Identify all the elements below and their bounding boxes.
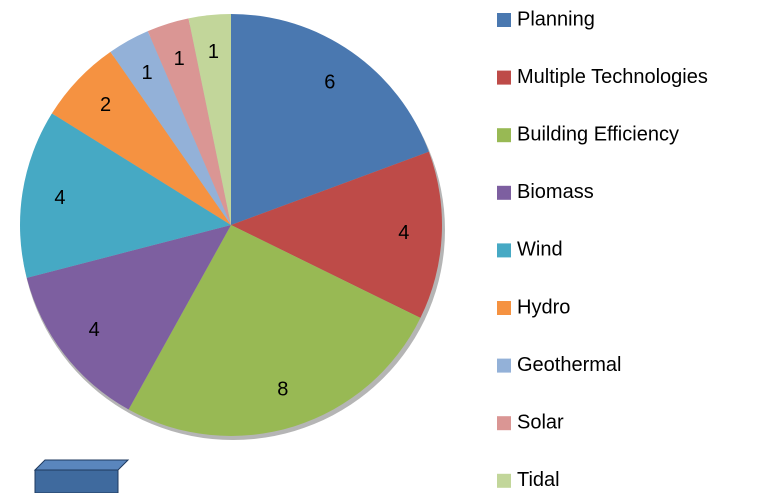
data-label: 1 (208, 41, 219, 63)
data-label: 8 (277, 378, 288, 400)
data-label: 1 (141, 62, 152, 84)
legend-label: Solar (517, 411, 564, 433)
legend-swatch (497, 473, 511, 488)
data-label: 1 (174, 48, 185, 70)
pie-slice (231, 151, 442, 318)
pie-slice (147, 18, 231, 225)
legend-label: Planning (517, 8, 595, 30)
legend-label: Building Efficiency (517, 123, 679, 145)
pie-slice (188, 14, 231, 225)
data-label: 4 (54, 187, 65, 209)
pie-slice (231, 14, 429, 225)
legend-label: Biomass (517, 181, 594, 203)
decor-box (33, 459, 130, 493)
data-label: 2 (100, 94, 111, 116)
legend-label: Multiple Technologies (517, 66, 708, 88)
data-label: 6 (324, 71, 335, 93)
pie-slice (128, 225, 421, 436)
pie-slice (26, 225, 231, 410)
pie-slice (51, 51, 231, 226)
data-label: 4 (398, 222, 409, 244)
legend-swatch (497, 13, 511, 27)
legend-swatch (497, 358, 511, 373)
legend-swatch (497, 128, 511, 143)
legend-swatch (497, 243, 511, 258)
legend-swatch (497, 185, 511, 200)
legend-label: Tidal (517, 469, 560, 491)
pie-slice (110, 31, 231, 226)
data-label: 4 (89, 319, 100, 341)
legend-label: Wind (517, 239, 563, 261)
pie-slice (19, 113, 232, 278)
legend-label: Geothermal (517, 354, 622, 376)
legend-swatch (497, 416, 511, 431)
legend-swatch (497, 301, 511, 315)
legend-swatch (497, 70, 511, 85)
legend-label: Hydro (517, 296, 570, 318)
